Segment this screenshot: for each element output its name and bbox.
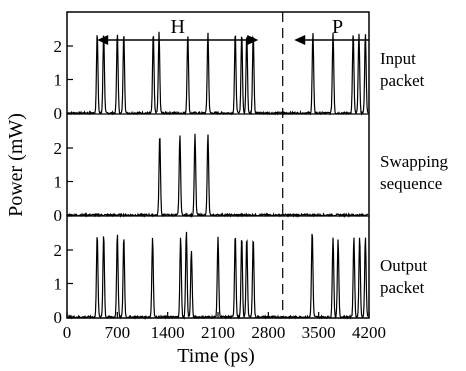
x-tick-label: 2800 [251,323,285,342]
series-label: packet [380,278,425,297]
series-line-0 [67,31,369,116]
series-label: Input [380,49,416,68]
y-tick-label: 1 [54,71,63,90]
series-label: packet [380,71,425,90]
series-line-2 [67,231,369,321]
series-labels: Input packet Swapping sequence Output packet [380,49,449,297]
series-label: Output [380,256,428,275]
series-label: sequence [380,174,442,193]
y-tick-label: 0 [54,206,63,225]
series-line-1 [67,133,369,219]
x-tick-label: 0 [63,323,72,342]
y-tick-label: 1 [54,275,63,294]
x-tick-label: 2100 [201,323,235,342]
traces [67,31,369,321]
plot-frame [66,11,370,319]
x-tick-label: 3500 [302,323,336,342]
y-tick-label: 2 [54,241,63,260]
header-arrow-right-head [247,35,259,45]
header-label: H [171,16,185,38]
y-tick-label: 2 [54,37,63,56]
y-axis-label: Power (mW) [5,113,27,217]
payload-label: P [332,16,343,38]
series-label: Swapping [380,152,449,171]
payload-arrow-head [294,35,306,45]
y-tick-label: 1 [54,173,63,192]
plot-border [66,11,370,319]
x-tick-label: 1400 [151,323,185,342]
x-axis-label: Time (ps) [177,345,255,367]
y-tick-label: 0 [54,104,63,123]
y-tick-label: 0 [54,308,63,327]
axis-ticks: 0 1 2 0 1 2 0 1 2 0 700 1400 2100 2800 3500 4200 [54,37,387,342]
x-tick-label: 4200 [352,323,386,342]
y-tick-label: 2 [54,139,63,158]
header-arrow-left-head [97,35,109,45]
x-tick-label: 700 [105,323,131,342]
